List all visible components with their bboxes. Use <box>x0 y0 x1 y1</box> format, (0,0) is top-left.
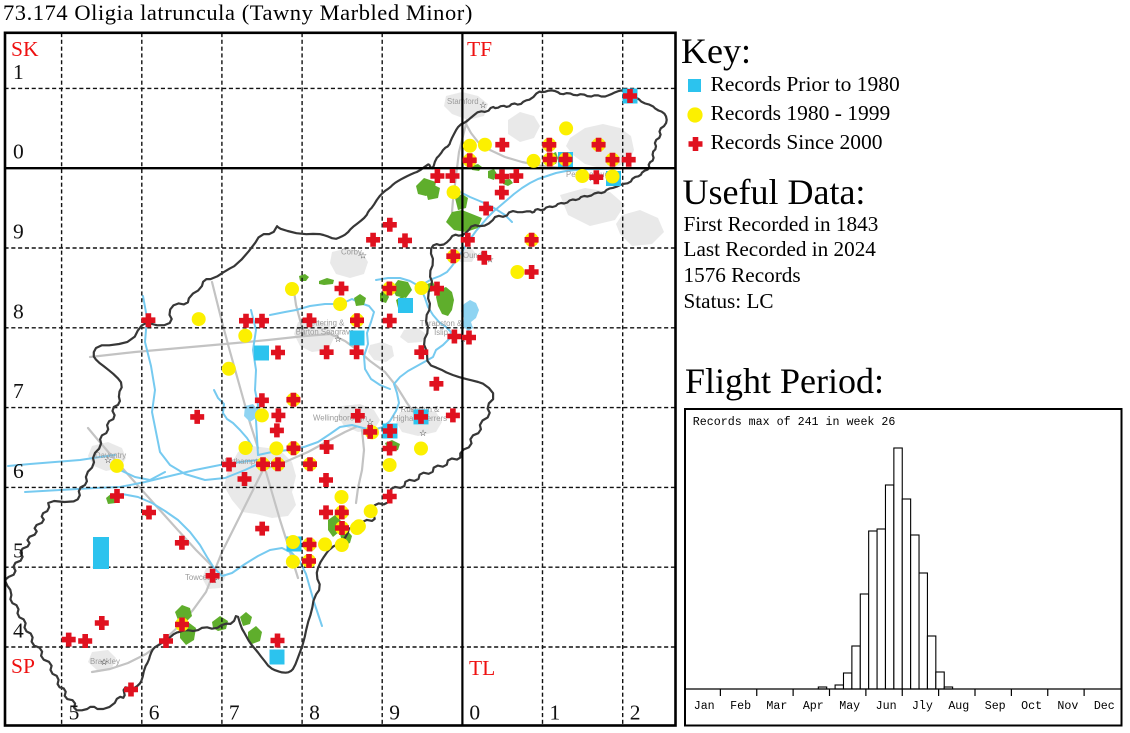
svg-text:Oct: Oct <box>1021 700 1042 713</box>
svg-text:TF: TF <box>467 37 492 61</box>
svg-text:6: 6 <box>149 701 160 725</box>
svg-text:☆: ☆ <box>334 334 342 344</box>
svg-text:☆: ☆ <box>104 455 112 465</box>
svg-text:Nov: Nov <box>1057 700 1078 713</box>
svg-text:1: 1 <box>13 60 24 84</box>
svg-text:4: 4 <box>13 619 24 643</box>
svg-text:9: 9 <box>389 701 400 725</box>
svg-text:Jun: Jun <box>876 700 897 713</box>
svg-text:☆: ☆ <box>359 251 367 261</box>
svg-text:8: 8 <box>309 701 320 725</box>
svg-text:Jly: Jly <box>912 700 933 713</box>
svg-text:6: 6 <box>13 459 24 483</box>
svg-text:Sep: Sep <box>985 700 1006 713</box>
svg-text:Records max of 241 in week 26: Records max of 241 in week 26 <box>693 416 896 429</box>
svg-text:1: 1 <box>550 701 561 725</box>
svg-text:Burton Seagrave: Burton Seagrave <box>296 328 355 337</box>
svg-text:Daventry: Daventry <box>95 451 126 460</box>
svg-text:Apr: Apr <box>803 700 824 713</box>
svg-text:☆: ☆ <box>366 417 374 427</box>
svg-text:Dec: Dec <box>1094 700 1115 713</box>
svg-text:Northampton: Northampton <box>221 457 266 466</box>
svg-text:Kettering &: Kettering & <box>306 319 345 328</box>
svg-text:7: 7 <box>229 701 240 725</box>
svg-text:SP: SP <box>11 654 35 678</box>
svg-text:Mar: Mar <box>766 700 787 713</box>
svg-text:☆: ☆ <box>100 657 108 667</box>
svg-text:May: May <box>839 700 860 713</box>
svg-text:☆: ☆ <box>419 428 427 438</box>
svg-text:Oundle: Oundle <box>463 251 488 260</box>
svg-text:Thrapston &: Thrapston & <box>420 319 463 328</box>
svg-text:9: 9 <box>13 220 24 244</box>
svg-text:2: 2 <box>630 701 641 725</box>
svg-text:0: 0 <box>13 140 24 164</box>
svg-text:7: 7 <box>13 379 24 403</box>
svg-text:☆: ☆ <box>479 100 487 110</box>
svg-text:Aug: Aug <box>948 700 969 713</box>
svg-text:Wellingborough: Wellingborough <box>313 414 367 423</box>
svg-text:Islip: Islip <box>434 328 449 337</box>
svg-text:Feb: Feb <box>730 700 751 713</box>
svg-text:5: 5 <box>69 701 80 725</box>
svg-text:Towcester: Towcester <box>185 573 221 582</box>
svg-text:Corby: Corby <box>341 248 362 257</box>
svg-text:Brackley: Brackley <box>90 657 120 666</box>
svg-text:8: 8 <box>13 299 24 323</box>
svg-text:TL: TL <box>469 656 495 680</box>
svg-text:5: 5 <box>13 539 24 563</box>
svg-text:SK: SK <box>11 37 39 61</box>
svg-text:0: 0 <box>469 701 480 725</box>
svg-text:Jan: Jan <box>694 700 715 713</box>
